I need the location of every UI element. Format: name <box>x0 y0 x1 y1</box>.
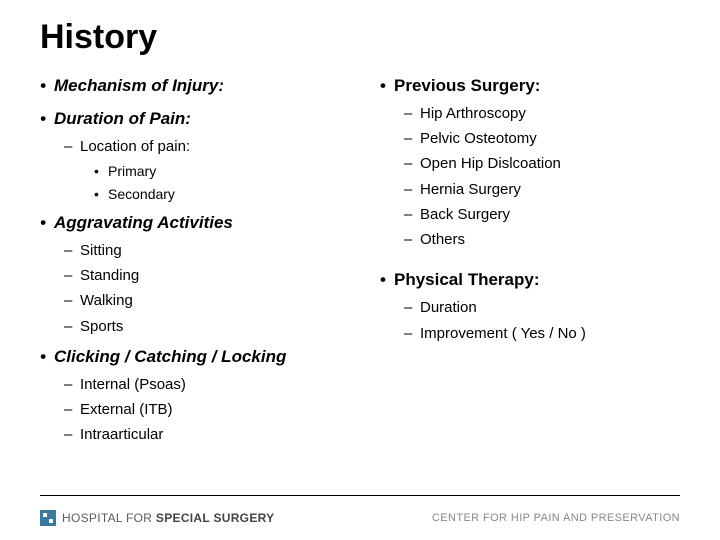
bullet-level-1: Previous Surgery: <box>380 75 680 98</box>
content-columns: Mechanism of Injury: Duration of Pain: Loc… <box>40 75 680 455</box>
spacer <box>380 255 680 269</box>
bullet-level-3: Secondary <box>40 185 350 204</box>
bullet-level-1: Physical Therapy: <box>380 269 680 292</box>
bullet-level-2: Open Hip Dislcoation <box>380 154 680 174</box>
bullet-level-2: Standing <box>40 266 350 286</box>
footer-divider <box>40 495 680 496</box>
bullet-level-2: Sitting <box>40 241 350 261</box>
bullet-level-3: Primary <box>40 162 350 181</box>
spacer <box>40 451 350 455</box>
bullet-level-2: Internal (Psoas) <box>40 375 350 395</box>
bullet-level-2: Intraarticular <box>40 425 350 445</box>
slide-title: History <box>40 18 680 57</box>
hospital-logo-icon <box>40 510 56 526</box>
bullet-level-2: Sports <box>40 317 350 337</box>
spacer <box>380 349 680 353</box>
bullet-level-1: Clicking / Catching / Locking <box>40 346 350 369</box>
right-column: Previous Surgery: Hip Arthroscopy Pelvic O… <box>380 75 680 455</box>
bullet-level-2: Duration <box>380 298 680 318</box>
footer: HOSPITAL FOR SPECIAL SURGERY CENTER FOR … <box>40 495 680 526</box>
footer-row: HOSPITAL FOR SPECIAL SURGERY CENTER FOR … <box>40 510 680 526</box>
bullet-level-2: Improvement ( Yes / No ) <box>380 324 680 344</box>
bullet-level-2: Hip Arthroscopy <box>380 104 680 124</box>
bullet-level-1: Aggravating Activities <box>40 212 350 235</box>
footer-brand-thin: HOSPITAL FOR <box>62 511 156 525</box>
slide: History Mechanism of Injury: Duration of … <box>0 0 720 455</box>
bullet-level-1: Duration of Pain: <box>40 108 350 131</box>
footer-left-text: HOSPITAL FOR SPECIAL SURGERY <box>62 511 274 525</box>
bullet-level-2: Pelvic Osteotomy <box>380 129 680 149</box>
left-column: Mechanism of Injury: Duration of Pain: Loc… <box>40 75 350 455</box>
footer-brand-heavy: SPECIAL SURGERY <box>156 511 275 525</box>
bullet-level-2: External (ITB) <box>40 400 350 420</box>
bullet-level-2: Hernia Surgery <box>380 180 680 200</box>
bullet-level-2: Others <box>380 230 680 250</box>
bullet-level-2: Back Surgery <box>380 205 680 225</box>
bullet-level-2: Walking <box>40 291 350 311</box>
footer-right: CENTER FOR HIP PAIN AND PRESERVATION <box>432 512 680 524</box>
bullet-level-1: Mechanism of Injury: <box>40 75 350 98</box>
bullet-level-2: Location of pain: <box>40 137 350 157</box>
footer-left: HOSPITAL FOR SPECIAL SURGERY <box>40 510 274 526</box>
